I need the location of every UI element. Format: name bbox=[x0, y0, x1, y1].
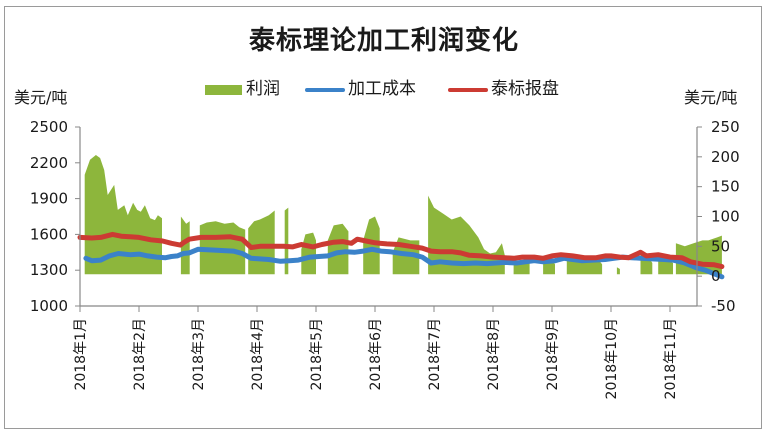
right-tick-label: -50 bbox=[711, 297, 736, 315]
right-tick-label: 50 bbox=[711, 237, 730, 255]
x-tick-label: 2018年9月 bbox=[545, 318, 561, 391]
profit-swatch-icon bbox=[205, 84, 242, 95]
legend-item-price: 泰标报盘 bbox=[448, 74, 559, 99]
profit-area-segment bbox=[284, 207, 289, 275]
left-axis-unit: 美元/吨 bbox=[14, 88, 68, 107]
right-tick-label: 150 bbox=[711, 178, 740, 196]
legend-label-profit: 利润 bbox=[246, 79, 280, 99]
right-tick-label: 100 bbox=[711, 208, 740, 226]
profit-area-segment bbox=[84, 155, 162, 275]
profit-area-segment bbox=[301, 232, 316, 275]
x-tick-label: 2018年8月 bbox=[486, 318, 502, 391]
profit-area-segment bbox=[616, 267, 620, 275]
left-tick-label: 1900 bbox=[30, 190, 68, 208]
legend-label-price: 泰标报盘 bbox=[491, 79, 559, 99]
left-tick-label: 1600 bbox=[30, 225, 68, 243]
left-tick-label: 2200 bbox=[30, 154, 68, 172]
x-tick-label: 2018年10月 bbox=[604, 318, 620, 399]
cost-swatch-icon bbox=[305, 87, 345, 92]
profit-area-segment bbox=[327, 223, 349, 275]
right-tick-label: 0 bbox=[711, 267, 721, 285]
axes: 2500 2200 1900 1600 1300 1000 250 200 150 100 50 0 -… bbox=[30, 118, 740, 399]
right-axis-unit: 美元/吨 bbox=[684, 88, 738, 107]
left-tick-label: 2500 bbox=[30, 118, 68, 136]
x-tick-label: 2018年1月 bbox=[73, 318, 89, 391]
profit-area-segment bbox=[658, 259, 673, 275]
line-series bbox=[77, 231, 725, 280]
x-tick-label: 2018年3月 bbox=[191, 318, 207, 391]
x-tick-label: 2018年4月 bbox=[250, 318, 266, 391]
profit-area-segment bbox=[199, 221, 246, 275]
profit-area-segment bbox=[180, 216, 190, 275]
left-tick-label: 1300 bbox=[30, 261, 68, 279]
x-tick-label: 2018年6月 bbox=[368, 318, 384, 391]
legend-label-cost: 加工成本 bbox=[348, 79, 416, 99]
right-tick-label: 250 bbox=[711, 118, 740, 136]
x-tick-label: 2018年11月 bbox=[663, 318, 679, 399]
x-tick-label: 2018年5月 bbox=[309, 318, 325, 391]
profit-area-segment bbox=[248, 210, 275, 275]
x-tick-label: 2018年2月 bbox=[132, 318, 148, 391]
legend-item-cost: 加工成本 bbox=[305, 74, 416, 99]
left-tick-label: 1000 bbox=[30, 297, 68, 315]
price-line bbox=[77, 231, 725, 270]
chart-title: 泰标理论加工利润变化 bbox=[248, 26, 519, 56]
right-tick-label: 200 bbox=[711, 148, 740, 166]
price-swatch-icon bbox=[448, 87, 488, 92]
profit-area-segment bbox=[363, 216, 380, 275]
x-tick-label: 2018年7月 bbox=[427, 318, 443, 391]
legend-item-profit: 利润 bbox=[205, 74, 280, 99]
